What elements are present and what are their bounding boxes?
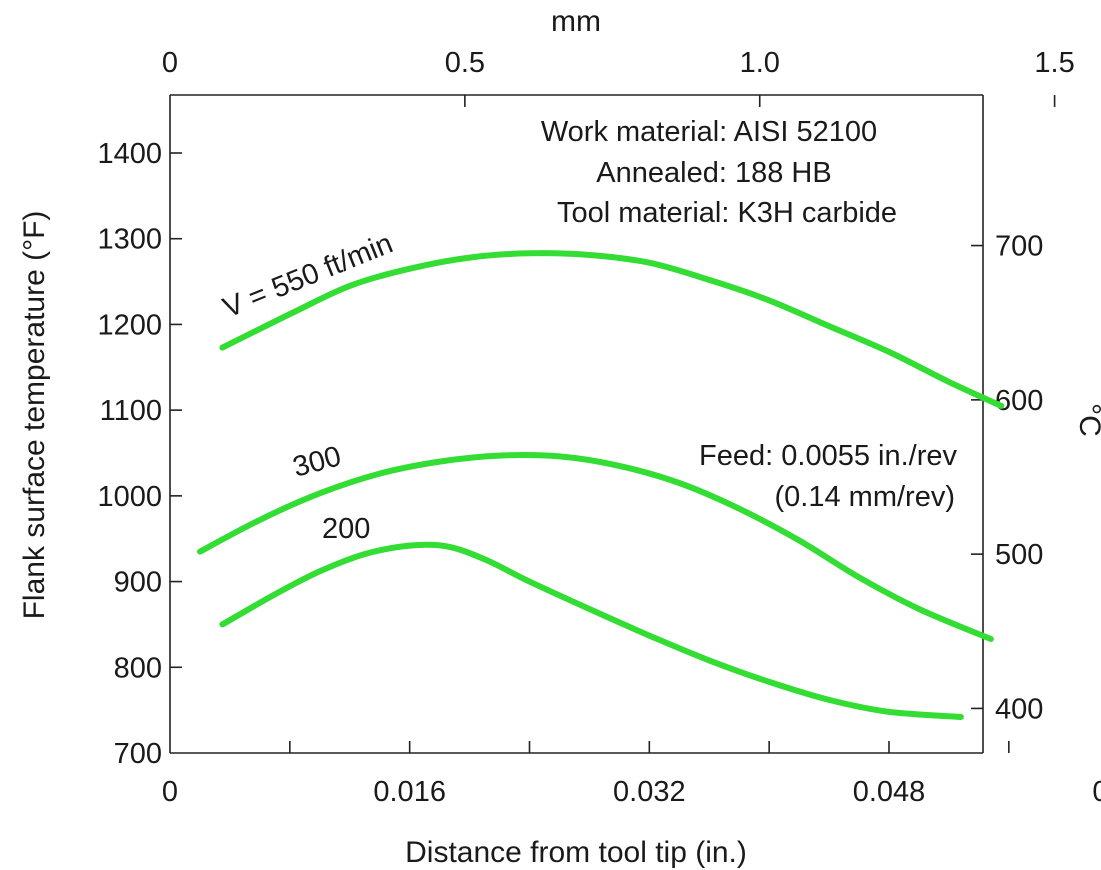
note-annealed: Annealed: 188 HB [596, 157, 831, 189]
y-tick-label: 1400 [97, 138, 162, 170]
y-tick-label: 1200 [97, 309, 162, 341]
y2-tick-label: 700 [995, 231, 1043, 263]
y2-tick-label: 600 [995, 385, 1043, 417]
note-work-material: Work material: AISI 52100 [541, 116, 877, 148]
note-feed: Feed: 0.0055 in./rev [699, 440, 957, 472]
y-tick-label: 1000 [97, 481, 162, 513]
x-axis-label: Distance from tool tip (in.) [405, 836, 747, 869]
series-label-200: 200 [322, 513, 370, 545]
y-tick-label: 1300 [97, 224, 162, 256]
x2-tick-label: 1.5 [1034, 47, 1074, 79]
y-tick-label: 800 [114, 652, 162, 684]
curve-300 [197, 452, 994, 642]
y-tick-label: 1100 [100, 395, 162, 427]
x2-tick-label: 0 [162, 47, 178, 79]
x-tick-label: 0.032 [613, 776, 686, 808]
x2-axis-label: mm [551, 5, 601, 38]
y2-tick-label: 500 [995, 539, 1043, 571]
y2-tick-label: 400 [995, 693, 1043, 725]
y-axis-label: Flank surface temperature (°F) [18, 211, 51, 620]
x2-tick-label: 0.5 [445, 47, 485, 79]
x-tick-label: 0.048 [853, 776, 926, 808]
curve-550 [219, 250, 1005, 409]
series-label-300: 300 [290, 440, 345, 483]
tick-labels: 0 0.016 0.032 0.048 0.064 700 800 900 1000 1100 12… [97, 47, 1101, 808]
y-tick-label: 700 [114, 738, 162, 770]
y-tick-label: 900 [114, 567, 162, 599]
x-tick-label: 0.016 [373, 776, 446, 808]
curve-200 [219, 541, 964, 720]
x2-tick-label: 1.0 [740, 47, 780, 79]
x-tick-label: 0 [162, 776, 178, 808]
ticks [170, 95, 1056, 753]
x-tick-label: 0.064 [1092, 776, 1101, 808]
note-tool-material: Tool material: K3H carbide [557, 197, 897, 229]
curves [197, 250, 1005, 720]
y2-axis-label: °C [1073, 403, 1101, 437]
note-feed-mm: (0.14 mm/rev) [775, 481, 955, 513]
